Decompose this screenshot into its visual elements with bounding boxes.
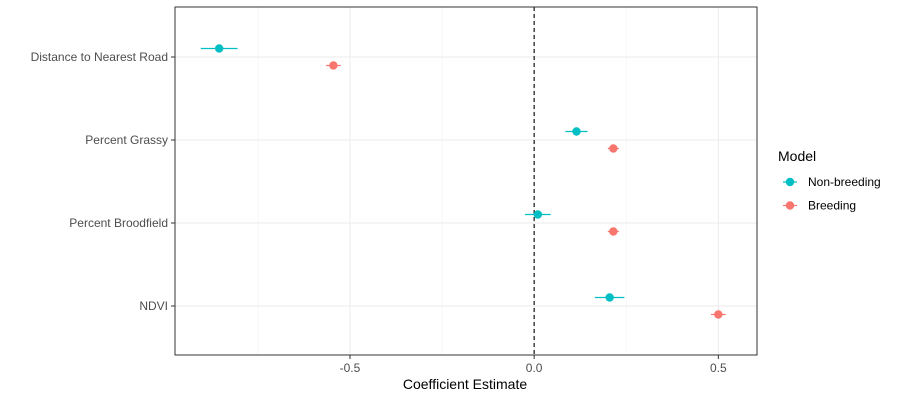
non-breeding-point [572,127,581,136]
breeding-point [609,227,618,236]
x-tick-label: 0.5 [710,361,727,375]
breeding-legend-label: Breeding [808,199,856,213]
y-tick-label: Percent Grassy [85,133,168,147]
plot-border [174,6,758,356]
non-breeding-point [533,210,543,219]
y-tick-label: Distance to Nearest Road [31,50,168,64]
breeding-point [714,310,723,319]
axis-layer: -0.5 0.0 0.5 Distance to Nearest Road Percen… [31,50,727,375]
x-tick-label: 0.0 [526,361,543,375]
legend: Model Non-breeding Breeding [778,148,881,213]
breeding-point [329,61,338,70]
plot-frame-layer [174,6,758,356]
non-breeding-point [215,44,224,53]
grid-layer [175,7,757,355]
x-axis-title: Coefficient Estimate [403,376,527,392]
non-breeding-legend-label: Non-breeding [808,175,881,189]
breeding-point [609,144,618,153]
y-tick-label: Percent Broodfield [69,216,168,230]
non-breeding-point [605,293,614,302]
marks-layer [200,44,726,319]
y-tick-label: NDVI [139,299,168,313]
x-tick-label: -0.5 [340,361,361,375]
legend-title: Model [778,148,816,164]
